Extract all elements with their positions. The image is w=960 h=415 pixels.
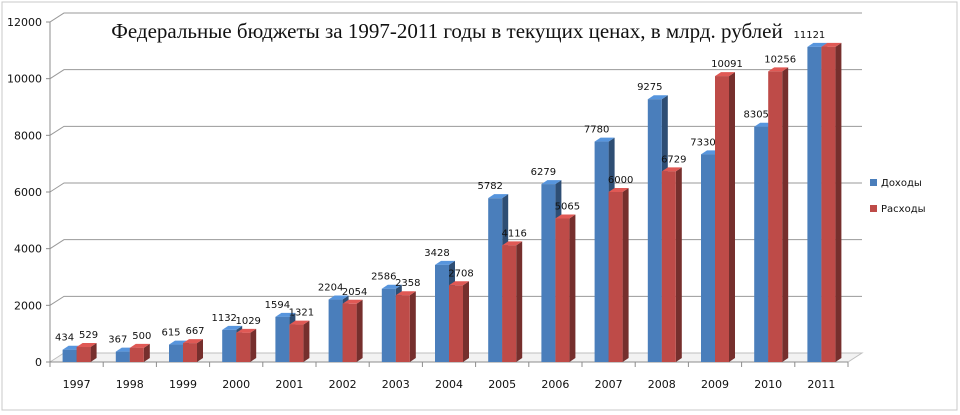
x-tick-label: 2000	[222, 378, 250, 391]
y-tick-label: 4000	[14, 243, 42, 256]
data-label: 10091	[711, 59, 743, 70]
legend-swatch	[870, 205, 877, 212]
bar	[236, 328, 257, 362]
x-tick-label: 2006	[541, 378, 569, 391]
bar	[502, 241, 523, 362]
data-label: 367	[108, 335, 127, 346]
legend-label: Доходы	[881, 178, 922, 189]
x-tick-label: 2001	[275, 378, 303, 391]
bar	[76, 343, 97, 362]
y-tick-label: 12000	[7, 16, 42, 29]
bar	[289, 320, 310, 362]
bar	[768, 67, 789, 362]
x-tick-label: 2010	[754, 378, 782, 391]
data-label: 6000	[608, 175, 633, 186]
y-tick-label: 2000	[14, 299, 42, 312]
legend-swatch	[870, 179, 877, 186]
bar	[342, 299, 363, 362]
data-label: 2586	[371, 272, 396, 283]
data-label: 8305	[743, 110, 768, 121]
data-label: 529	[79, 330, 98, 341]
legend-label: Расходы	[881, 204, 926, 215]
bar	[183, 339, 203, 362]
data-label: 7780	[584, 125, 609, 136]
y-tick-label: 8000	[14, 129, 42, 142]
data-label: 7330	[690, 137, 715, 148]
x-tick-label: 2005	[488, 378, 516, 391]
gridline	[49, 125, 862, 136]
data-label: 667	[185, 326, 204, 337]
y-axis: 0 2000 4000 6000 8000 10000 12000	[7, 16, 51, 369]
data-label: 1029	[235, 316, 260, 327]
gridline	[49, 12, 862, 23]
data-label: 1132	[211, 313, 236, 324]
x-tick-label: 2011	[807, 378, 835, 391]
data-label: 2054	[342, 287, 367, 298]
data-label: 500	[132, 331, 151, 342]
bars	[62, 42, 842, 363]
x-tick-label: 2004	[435, 378, 463, 391]
data-label: 6729	[661, 154, 686, 165]
bar	[395, 291, 416, 362]
data-label: 6279	[531, 167, 556, 178]
data-label: 2708	[448, 268, 473, 279]
y-tick-label: 10000	[7, 73, 42, 86]
bar	[449, 281, 469, 362]
data-label: 434	[55, 333, 74, 344]
x-tick-label: 1999	[169, 378, 197, 391]
bar	[129, 343, 150, 362]
data-label: 4116	[501, 228, 526, 239]
data-label: 2358	[395, 278, 420, 289]
x-tick-label: 2008	[648, 378, 676, 391]
bar	[715, 72, 735, 363]
x-tick-label: 1998	[116, 378, 144, 391]
data-label: 5065	[555, 201, 580, 212]
chart-title: Федеральные бюджеты за 1997-2011 годы в …	[111, 19, 782, 43]
x-tick-label: 2007	[595, 378, 623, 391]
bar	[821, 42, 842, 362]
gridline	[49, 69, 862, 80]
data-label: 1321	[289, 308, 314, 319]
y-tick-label: 0	[35, 356, 42, 369]
legend: Доходы Расходы	[870, 178, 926, 215]
data-label: 615	[161, 328, 180, 339]
x-tick-label: 2003	[382, 378, 410, 391]
data-label: 10256	[764, 54, 796, 65]
y-tick-label: 6000	[14, 186, 42, 199]
bar	[608, 188, 629, 362]
bar	[555, 214, 576, 362]
bar	[661, 167, 682, 362]
x-tick-label: 1997	[63, 378, 91, 391]
data-label: 1594	[265, 300, 290, 311]
data-label: 2204	[318, 283, 343, 294]
x-tick-label: 2002	[329, 378, 357, 391]
x-tick-label: 2009	[701, 378, 729, 391]
data-label: 9275	[637, 82, 662, 93]
data-label: 11121	[793, 30, 825, 41]
data-label: 3428	[424, 248, 449, 259]
data-label: 5782	[477, 181, 502, 192]
